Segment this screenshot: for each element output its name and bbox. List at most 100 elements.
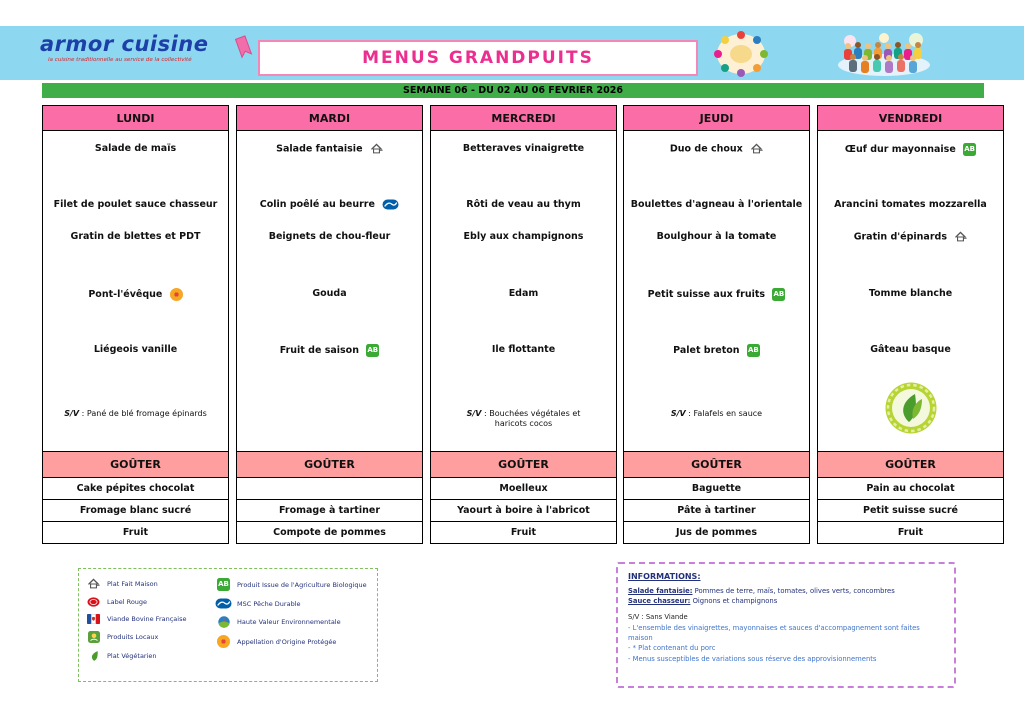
gouter-header: GOÛTER xyxy=(817,452,1004,478)
menu-text: Boulettes d'agneau à l'orientale xyxy=(630,199,803,210)
info-entry-label: Sauce chasseur: xyxy=(628,597,691,605)
gouter-item: Fromage blanc sucré xyxy=(42,500,229,522)
menu-text: Colin poêlé au beurre xyxy=(259,199,375,210)
legend-item: Produits Locaux xyxy=(85,631,211,643)
menu-dessert: Ile flottante xyxy=(435,344,612,356)
menu-text: Betteraves vinaigrette xyxy=(462,143,585,154)
day-column-mercredi: MERCREDI Betteraves vinaigrette Rôti de … xyxy=(430,105,617,544)
day-name: LUNDI xyxy=(116,111,155,125)
menu-dessert: Liégeois vanille xyxy=(47,344,224,356)
day-column-mardi: MARDI Salade fantaisie Colin poêlé au be… xyxy=(236,105,423,544)
day-header-vendredi: VENDREDI xyxy=(817,105,1004,131)
gouter-title: GOÛTER xyxy=(304,458,355,471)
day-column-jeudi: JEUDI Duo de choux Boulettes d'agneau à … xyxy=(623,105,810,544)
info-note: - L'ensemble des vinaigrettes, mayonnais… xyxy=(628,624,920,643)
aop-icon xyxy=(169,288,183,301)
sv-label: S/V xyxy=(64,409,80,418)
week-banner: SEMAINE 06 - DU 02 AU 06 FEVRIER 2026 xyxy=(42,83,984,98)
gouter-title: GOÛTER xyxy=(691,458,742,471)
menu-text: Petit suisse aux fruits xyxy=(647,289,766,300)
menu-sv: S/V : Bouchées végétales et haricots coc… xyxy=(451,409,596,429)
gouter-title: GOÛTER xyxy=(110,458,161,471)
sv-note: S/V : Sans Viande xyxy=(628,613,688,621)
title-box: MENUS GRANDPUITS xyxy=(258,40,698,76)
menu-text: Fruit de saison xyxy=(279,345,359,356)
menu-main: Boulettes d'agneau à l'orientale xyxy=(628,199,805,211)
menu-main: Rôti de veau au thym xyxy=(435,199,612,211)
gouter-text: Fruit xyxy=(510,527,537,538)
gouter-text: Pain au chocolat xyxy=(866,483,955,494)
day-menu-vendredi: Œuf dur mayonnaise AB Arancini tomates m… xyxy=(817,131,1004,452)
gouter-text: Cake pépites chocolat xyxy=(76,483,195,494)
fait-maison-icon xyxy=(750,143,763,155)
plat-vegetarien-icon xyxy=(85,650,102,662)
gouter-text: Moelleux xyxy=(499,483,548,494)
day-name: JEUDI xyxy=(699,111,734,125)
bio-ab-icon: AB xyxy=(366,344,380,357)
vegetarian-leaf-badge-icon xyxy=(884,381,938,439)
menu-text: Gouda xyxy=(312,288,347,299)
gouter-header: GOÛTER xyxy=(42,452,229,478)
menu-text: Gâteau basque xyxy=(870,344,951,355)
gouter-item: Fruit xyxy=(430,522,617,544)
kids-table-illustration xyxy=(714,31,768,77)
menu-side: Boulghour à la tomate xyxy=(628,231,805,243)
menu-main: Arancini tomates mozzarella xyxy=(822,199,999,211)
day-header-mardi: MARDI xyxy=(236,105,423,131)
menu-text: Palet breton xyxy=(673,345,740,356)
legend-label: MSC Pêche Durable xyxy=(237,599,301,608)
informations-box: INFORMATIONS: Salade fantaisie: Pommes d… xyxy=(616,562,956,688)
legend-item: MSC Pêche Durable xyxy=(215,598,371,609)
gouter-item: Petit suisse sucré xyxy=(817,500,1004,522)
menu-sv: S/V : Pané de blé fromage épinards xyxy=(47,409,224,419)
info-note: - * Plat contenant du porc xyxy=(628,644,716,653)
sv-text: : Falafels en sauce xyxy=(688,409,763,418)
gouter-title: GOÛTER xyxy=(498,458,549,471)
bookmark-pin-icon xyxy=(234,35,253,59)
menu-entree: Salade fantaisie xyxy=(241,143,418,155)
menu-dessert: Gâteau basque xyxy=(822,344,999,356)
gouter-title: GOÛTER xyxy=(885,458,936,471)
agriculture-biologique-icon: AB xyxy=(215,578,232,591)
menu-text: Pont-l'évêque xyxy=(88,289,163,300)
day-menu-lundi: Salade de maïs Filet de poulet sauce cha… xyxy=(42,131,229,452)
bio-ab-icon: AB xyxy=(772,288,786,301)
menu-text: Salade de maïs xyxy=(94,143,177,154)
legend-item: AB Produit Issue de l'Agriculture Biolog… xyxy=(215,578,371,591)
armor-cuisine-logo: armor cuisine la cuisine traditionnelle … xyxy=(40,32,240,63)
crowd-people xyxy=(844,42,922,73)
info-entry-text: Oignons et champignons xyxy=(692,597,778,605)
day-column-lundi: LUNDI Salade de maïs Filet de poulet sau… xyxy=(42,105,229,544)
menu-main: Filet de poulet sauce chasseur xyxy=(47,199,224,211)
legend-item: Plat Végétarien xyxy=(85,650,211,662)
aop-icon xyxy=(215,635,232,648)
legend-label: Appellation d'Origine Protégée xyxy=(237,637,337,646)
menu-cheese: Petit suisse aux fruits AB xyxy=(628,288,805,301)
hve-icon xyxy=(215,616,232,628)
produits-locaux-icon xyxy=(85,631,102,643)
gouter-item: Fruit xyxy=(42,522,229,544)
menu-text: Beignets de chou-fleur xyxy=(268,231,391,242)
day-header-lundi: LUNDI xyxy=(42,105,229,131)
info-entry-text: Pommes de terre, maïs, tomates, olives v… xyxy=(694,587,895,595)
viande-bovine-francaise-icon xyxy=(85,614,102,624)
gouter-item: Cake pépites chocolat xyxy=(42,478,229,500)
menu-entree: Duo de choux xyxy=(628,143,805,155)
menu-text: Edam xyxy=(508,288,539,299)
menu-entree: Salade de maïs xyxy=(47,143,224,155)
legend-item: Label Rouge xyxy=(85,597,211,607)
menu-side: Beignets de chou-fleur xyxy=(241,231,418,243)
fait-maison-icon xyxy=(85,578,102,590)
fait-maison-icon xyxy=(370,143,383,155)
legend-label: Haute Valeur Environnementale xyxy=(237,618,341,626)
logo-title: armor cuisine xyxy=(40,32,209,56)
legend-item: Plat Fait Maison xyxy=(85,578,211,590)
info-entry: Salade fantaisie: Pommes de terre, maïs,… xyxy=(628,587,944,595)
day-menu-jeudi: Duo de choux Boulettes d'agneau à l'orie… xyxy=(623,131,810,452)
day-menu-mercredi: Betteraves vinaigrette Rôti de veau au t… xyxy=(430,131,617,452)
menu-main: Colin poêlé au beurre xyxy=(241,199,418,211)
menu-text: Gratin d'épinards xyxy=(853,231,947,243)
gouter-text: Fromage blanc sucré xyxy=(79,505,192,516)
gouter-text: Yaourt à boire à l'abricot xyxy=(457,505,590,516)
